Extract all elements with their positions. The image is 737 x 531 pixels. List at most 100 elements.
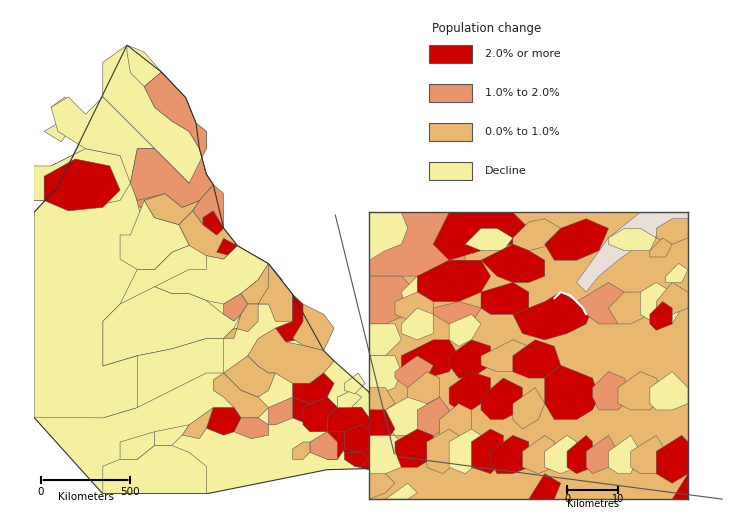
Polygon shape [327, 408, 368, 428]
Polygon shape [310, 432, 338, 459]
Polygon shape [640, 282, 682, 324]
Polygon shape [481, 378, 523, 419]
Polygon shape [449, 340, 491, 378]
Polygon shape [344, 425, 372, 452]
Polygon shape [491, 435, 528, 474]
Polygon shape [144, 72, 196, 132]
Polygon shape [656, 282, 688, 314]
Text: 10: 10 [612, 494, 624, 504]
Polygon shape [223, 294, 248, 321]
Polygon shape [192, 185, 223, 235]
Polygon shape [317, 432, 344, 459]
Polygon shape [120, 201, 189, 270]
Text: 0.0% to 1.0%: 0.0% to 1.0% [484, 127, 559, 137]
Polygon shape [293, 304, 334, 350]
Polygon shape [513, 340, 561, 378]
Polygon shape [369, 324, 402, 356]
Polygon shape [44, 159, 120, 211]
Polygon shape [369, 212, 465, 276]
Polygon shape [656, 435, 688, 483]
Text: Kilometers: Kilometers [57, 492, 113, 502]
Polygon shape [327, 408, 379, 459]
Polygon shape [103, 287, 241, 366]
Polygon shape [293, 397, 338, 425]
Polygon shape [34, 97, 179, 418]
Polygon shape [528, 474, 561, 499]
Polygon shape [223, 263, 293, 339]
Text: Population change: Population change [432, 22, 541, 35]
Polygon shape [217, 238, 237, 256]
Polygon shape [481, 340, 528, 372]
Text: 0: 0 [564, 494, 570, 504]
Bar [429, 123, 472, 141]
Polygon shape [672, 474, 688, 499]
Polygon shape [206, 408, 241, 435]
Polygon shape [481, 244, 545, 282]
Text: Kilometres: Kilometres [567, 499, 618, 509]
Polygon shape [666, 263, 688, 282]
Polygon shape [130, 149, 200, 225]
Polygon shape [189, 123, 206, 149]
Polygon shape [165, 166, 213, 208]
Polygon shape [417, 397, 449, 442]
Polygon shape [120, 201, 155, 242]
Polygon shape [513, 388, 545, 429]
Polygon shape [631, 435, 666, 474]
Polygon shape [433, 302, 481, 324]
Polygon shape [369, 276, 417, 324]
Polygon shape [293, 373, 334, 404]
Polygon shape [449, 314, 481, 346]
Polygon shape [385, 483, 417, 499]
Polygon shape [439, 404, 472, 442]
Polygon shape [127, 45, 161, 87]
Polygon shape [344, 456, 379, 470]
Polygon shape [650, 372, 688, 410]
Polygon shape [545, 219, 609, 260]
Polygon shape [618, 372, 663, 410]
Polygon shape [609, 228, 656, 251]
Polygon shape [523, 435, 554, 474]
Polygon shape [513, 219, 561, 251]
Text: 1.0% to 2.0%: 1.0% to 2.0% [484, 88, 559, 98]
Polygon shape [120, 432, 155, 459]
Polygon shape [344, 452, 368, 466]
Polygon shape [130, 149, 172, 201]
Polygon shape [417, 260, 491, 302]
Polygon shape [369, 212, 408, 260]
Polygon shape [103, 446, 206, 494]
Polygon shape [155, 425, 189, 446]
Polygon shape [213, 373, 268, 418]
Polygon shape [303, 397, 338, 432]
Polygon shape [395, 429, 433, 467]
Polygon shape [144, 194, 200, 225]
Polygon shape [51, 97, 155, 183]
Polygon shape [248, 328, 334, 383]
Polygon shape [179, 211, 237, 259]
Polygon shape [369, 388, 395, 410]
Polygon shape [338, 390, 362, 408]
Polygon shape [103, 339, 223, 418]
Polygon shape [344, 373, 365, 394]
Polygon shape [130, 72, 213, 208]
Polygon shape [402, 276, 433, 314]
Polygon shape [34, 45, 379, 494]
Text: 0: 0 [38, 487, 44, 497]
Polygon shape [44, 121, 69, 142]
Polygon shape [449, 372, 491, 410]
Polygon shape [147, 218, 189, 252]
Polygon shape [427, 429, 458, 474]
Polygon shape [545, 365, 599, 419]
Polygon shape [155, 246, 268, 304]
Polygon shape [465, 228, 513, 251]
Bar [429, 45, 472, 63]
Polygon shape [609, 435, 640, 474]
Polygon shape [395, 292, 433, 324]
Polygon shape [586, 435, 618, 474]
Polygon shape [369, 474, 395, 499]
Polygon shape [103, 45, 206, 183]
Polygon shape [433, 212, 528, 260]
Polygon shape [369, 356, 402, 394]
Polygon shape [223, 356, 276, 397]
Polygon shape [369, 410, 395, 442]
Polygon shape [650, 302, 672, 330]
